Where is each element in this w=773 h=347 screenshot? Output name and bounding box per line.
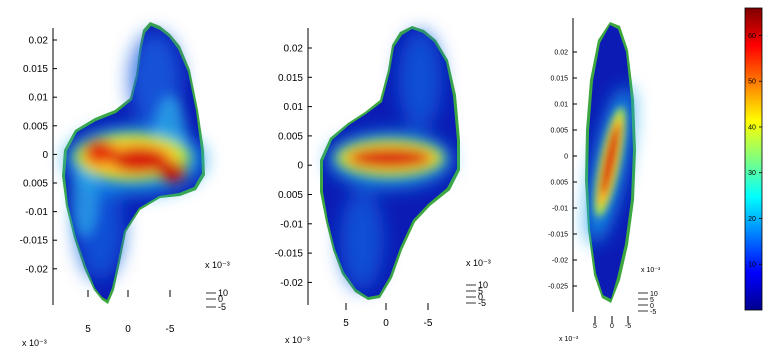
- left-side-ticks: 100-5: [206, 288, 228, 312]
- colorbar: 60 50 40 30 20 10: [744, 7, 763, 311]
- y-tick-label: 0.005: [23, 179, 48, 190]
- colorbar-tick-label: 30: [748, 170, 756, 177]
- y-tick-label: -0.015: [548, 231, 568, 238]
- colorbar-ramp: [744, 7, 763, 311]
- y-tick-label: 0.01: [29, 93, 49, 104]
- side-tick-label: 10: [218, 288, 228, 298]
- y-tick-label: -0.02: [552, 257, 568, 264]
- left-side-exponent: x 10⁻³: [205, 260, 230, 270]
- x-tick-label: 0: [383, 318, 389, 329]
- side-tick-label: -5: [650, 309, 656, 316]
- y-tick-label: 0.02: [29, 36, 49, 47]
- side-tick-label: 0: [478, 292, 483, 302]
- left-density-core: [71, 95, 190, 238]
- side-tick-label: 0: [218, 294, 223, 304]
- y-tick-label: 0.005: [278, 190, 303, 201]
- left-density-plot: [62, 22, 205, 304]
- left-x-ticks: 5 0 -5: [85, 290, 175, 335]
- x-tick-label: 5: [593, 323, 597, 330]
- x-tick-label: 5: [85, 324, 91, 335]
- middle-x-ticks: 5 0 -5: [343, 303, 433, 329]
- y-tick-label: 0.02: [284, 44, 304, 55]
- right-x-ticks: 5 0 -5: [593, 316, 631, 330]
- left-y-ticks: 0.02 0.015 0.01 0.005 0 0.005 -0.01 -0.015 -0.02: [20, 36, 57, 275]
- panel-middle: 0.02 0.015 0.01 0.005 0 0.005 -0.01 -0.015 -0.02…: [275, 26, 491, 345]
- y-tick-label: 0.005: [278, 131, 303, 142]
- y-tick-label: 0.01: [554, 101, 568, 108]
- colorbar-tick-label: 40: [748, 124, 756, 131]
- middle-side-exponent: x 10⁻³: [466, 258, 491, 268]
- y-tick-label: -0.02: [280, 278, 303, 289]
- y-tick-label: -0.02: [25, 264, 48, 275]
- y-tick-label: -0.01: [552, 205, 568, 212]
- x-tick-label: 0: [610, 323, 614, 330]
- x-tick-label: 5: [343, 318, 349, 329]
- right-density-plot: [585, 22, 636, 303]
- colorbar-ticks: 60 50 40 30 20 10: [748, 33, 762, 269]
- colorbar-tick-label: 20: [748, 216, 756, 223]
- middle-y-ticks: 0.02 0.015 0.01 0.005 0 0.005 -0.01 -0.015 -0.02: [275, 44, 312, 289]
- y-tick-label: 0.005: [550, 127, 568, 134]
- y-tick-label: -0.01: [25, 207, 48, 218]
- y-tick-label: 0: [297, 161, 303, 172]
- colorbar-tick-label: 50: [748, 79, 756, 86]
- y-tick-label: 0.01: [284, 102, 304, 113]
- colorbar-tick-label: 10: [748, 262, 756, 269]
- left-x-exponent: x 10⁻³: [22, 338, 47, 347]
- right-x-exponent: x 10⁻³: [559, 336, 579, 343]
- y-tick-label: -0.025: [548, 283, 568, 290]
- middle-density-plot: [320, 26, 460, 300]
- x-tick-label: 0: [125, 324, 131, 335]
- right-side-exponent: x 10⁻³: [641, 267, 661, 274]
- side-tick-label: 5: [478, 286, 483, 296]
- y-tick-label: 0.015: [550, 75, 568, 82]
- side-tick-label: 10: [478, 280, 488, 290]
- x-tick-label: -5: [424, 318, 433, 329]
- y-tick-label: 0.005: [550, 179, 568, 186]
- side-tick-label: -5: [478, 298, 486, 308]
- side-tick-label: 5: [650, 297, 654, 304]
- x-tick-label: -5: [166, 324, 175, 335]
- right-density-core: [594, 107, 626, 217]
- y-tick-label: -0.015: [275, 249, 304, 260]
- side-tick-label: 10: [650, 291, 658, 298]
- side-tick-label: -5: [218, 302, 226, 312]
- middle-density-core: [336, 139, 444, 177]
- side-tick-label: 0: [650, 303, 654, 310]
- y-tick-label: 0: [42, 150, 48, 161]
- y-tick-label: -0.015: [20, 236, 49, 247]
- middle-x-exponent: x 10⁻³: [285, 335, 310, 345]
- y-tick-label: 0.015: [278, 73, 303, 84]
- panel-right: 0.02 0.015 0.01 0.005 0 0.005 -0.01 -0.015 -0.02…: [548, 18, 661, 343]
- right-y-ticks: 0.02 0.015 0.01 0.005 0 0.005 -0.01 -0.015 -0.02…: [548, 49, 577, 290]
- y-tick-label: 0.005: [23, 121, 48, 132]
- colorbar-tick-label: 60: [748, 33, 756, 40]
- y-tick-label: 0.015: [23, 64, 48, 75]
- y-tick-label: 0.02: [554, 49, 568, 56]
- y-tick-label: 0: [564, 153, 568, 160]
- x-tick-label: -5: [625, 323, 631, 330]
- y-tick-label: -0.01: [280, 219, 303, 230]
- panel-left: 0.02 0.015 0.01 0.005 0 0.005 -0.01 -0.015 -0.02…: [20, 22, 230, 347]
